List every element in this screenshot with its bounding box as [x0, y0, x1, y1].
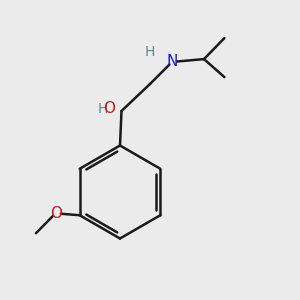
- Text: N: N: [167, 54, 178, 69]
- Text: O: O: [103, 101, 116, 116]
- Text: H: H: [98, 102, 108, 116]
- Text: H: H: [145, 45, 155, 59]
- Text: O: O: [50, 206, 62, 221]
